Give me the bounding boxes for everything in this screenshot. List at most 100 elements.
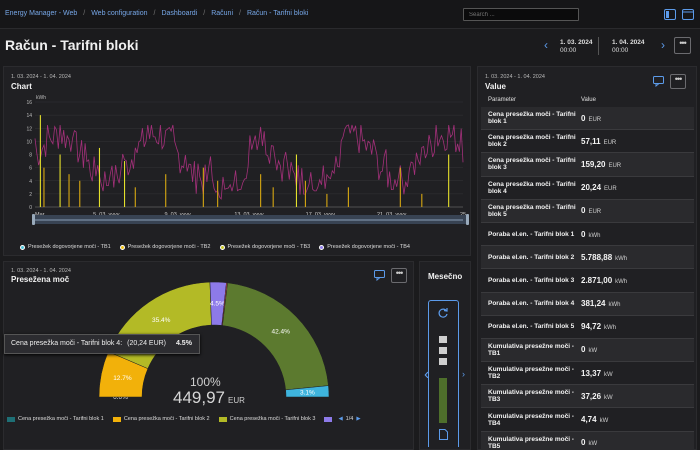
row-unit: EUR [588, 116, 602, 123]
legend-item[interactable]: Presežek dogovorjene moči - TB2 [119, 244, 211, 250]
row-unit: EUR [603, 139, 617, 146]
comment-icon[interactable] [374, 270, 386, 281]
next-period-button[interactable]: › [661, 38, 665, 52]
legend-label: Cena presežka moči - Tarifni blok 1 [18, 416, 104, 422]
y-tick-label: 2 [29, 192, 32, 198]
document-icon[interactable] [439, 429, 448, 440]
row-parameter: Kumulativa presežne moči - TB3 [488, 389, 574, 404]
donut-slice-label: 4.5% [210, 301, 225, 308]
row-parameter: Kumulativa presežne moči - TB5 [488, 435, 574, 450]
donut-slice-label: 12.7% [113, 375, 132, 382]
start-time: 00:00 [560, 47, 577, 54]
y-tick-label: 0 [29, 205, 32, 211]
date-end[interactable]: 1. 04. 2024 00:00 [612, 39, 645, 55]
legend-page: 1/4 [345, 416, 354, 422]
row-value-number: 57,11 [581, 136, 601, 146]
panel-layout-icon[interactable] [664, 9, 676, 20]
end-time: 00:00 [612, 47, 629, 54]
row-value: 94,72 kWh [581, 322, 616, 331]
legend-item[interactable]: Cena presežka moči - Tarifni blok 3 [218, 416, 315, 422]
legend-item[interactable]: Presežek dogovorjene moči - TB1 [20, 244, 111, 250]
y-tick-label: 4 [29, 179, 32, 185]
chevron-left-icon[interactable]: ‹ [424, 366, 430, 383]
row-value: 0 EUR [581, 114, 601, 123]
donut-legend: Cena presežka moči - Tarifni blok 1 Cena… [7, 416, 361, 422]
legend-item[interactable]: Cena presežka moči - Tarifni blok 2 [112, 416, 210, 422]
breadcrumb-item[interactable]: Računi [211, 10, 234, 17]
donut-slice[interactable] [285, 385, 330, 398]
segment-button[interactable] [439, 347, 447, 354]
legend-marker [119, 244, 125, 250]
donut-slice[interactable] [222, 282, 329, 391]
legend-next-icon[interactable]: ▶ [356, 416, 361, 422]
donut-panel: 1. 03. 2024 - 1. 04. 2024 Presežena moč … [3, 261, 414, 450]
date-start[interactable]: 1. 03. 2024 00:00 [560, 39, 593, 55]
row-value-number: 0 [581, 113, 586, 123]
table-row: Poraba el.en. - Tarifni blok 3 2.871,00 kW… [481, 269, 694, 293]
row-unit: kW [588, 348, 598, 355]
y-tick-label: 6 [29, 166, 32, 172]
monthly-title: Mesečno [428, 272, 463, 281]
table-row: Kumulativa presežne moči - TB1 0 kW [481, 338, 694, 363]
row-parameter: Cena presežka moči - Tarifni blok 5 [488, 203, 576, 218]
chart-legend: Presežek dogovorjene moči - TB1 Presežek… [20, 244, 419, 250]
breadcrumb-item[interactable]: Račun - Tarifni bloki [246, 10, 309, 17]
row-unit: kW [604, 394, 613, 401]
legend-item[interactable]: Cena presežka moči - Tarifni blok 1 [7, 416, 104, 422]
value-more-button[interactable]: ••• [670, 74, 686, 89]
legend-item[interactable]: Presežek dogovorjene moči - TB4 [319, 244, 410, 250]
y-tick-label: 14 [26, 113, 32, 119]
legend-prev-icon[interactable]: ◀ [338, 416, 343, 422]
line-chart[interactable]: 0246810121416kWhMar5. 03. yyyy9. 03. yyy… [4, 67, 472, 257]
breadcrumb-item[interactable]: Web configuration [91, 10, 148, 17]
row-value-number: 0 [581, 438, 586, 448]
row-parameter: Cena presežka moči - Tarifni blok 4 [488, 180, 576, 195]
row-unit: EUR [604, 186, 617, 193]
segment-button[interactable] [439, 358, 447, 365]
row-parameter: Poraba el.en. - Tarifni blok 5 [488, 323, 575, 331]
more-options-button[interactable]: ••• [674, 37, 691, 54]
chevron-right-icon[interactable]: › [462, 369, 465, 379]
row-value: 0 kWh [581, 230, 600, 239]
end-date: 1. 04. 2024 [612, 39, 645, 46]
row-parameter: Cena presežka moči - Tarifni blok 1 [488, 111, 576, 126]
comment-icon[interactable] [653, 76, 665, 87]
table-row: Kumulativa presežne moči - TB4 4,74 kW [481, 408, 694, 432]
y-tick-label: 12 [26, 126, 32, 132]
zoom-handle-left[interactable] [32, 214, 35, 225]
row-value-number: 37,26 [581, 391, 602, 401]
window-icon[interactable] [682, 9, 694, 20]
breadcrumb-item[interactable]: Energy Manager - Web [5, 10, 78, 17]
row-value-number: 159,20 [581, 159, 606, 169]
table-body: Cena presežka moči - Tarifni blok 1 0 EUR C… [481, 107, 694, 450]
zoom-handle-right[interactable] [466, 214, 469, 225]
donut-slice[interactable] [107, 281, 212, 369]
segment-button[interactable] [439, 336, 447, 343]
legend-item[interactable]: Presežek dogovorjene moči - TB3 [219, 244, 311, 250]
value-title: Value [485, 82, 506, 91]
row-unit: kWh [615, 278, 628, 285]
legend-marker [7, 416, 15, 422]
table-row: Kumulativa presežne moči - TB5 0 kW [481, 431, 694, 450]
value-date-range: 1. 03. 2024 - 1. 04. 2024 [485, 74, 545, 80]
legend-label: Presežek dogovorjene moči - TB3 [227, 244, 311, 250]
row-parameter: Kumulativa presežne moči - TB2 [488, 366, 574, 381]
chart-date-range: 1. 03. 2024 - 1. 04. 2024 [11, 74, 71, 80]
previous-period-button[interactable]: ‹ [544, 38, 548, 52]
donut-more-button[interactable]: ••• [391, 268, 407, 283]
chart-title: Chart [11, 82, 32, 91]
row-value: 57,11 EUR [581, 137, 616, 146]
row-unit: kWh [604, 325, 617, 332]
legend-label: Presežek dogovorjene moči - TB1 [28, 244, 111, 250]
legend-marker [218, 416, 227, 422]
table-row: Cena presežka moči - Tarifni blok 3 159,2… [481, 153, 694, 177]
table-row: Poraba el.en. - Tarifni blok 4 381,24 kWh [481, 292, 694, 316]
refresh-icon[interactable] [437, 307, 449, 319]
row-value: 0 EUR [581, 206, 601, 215]
legend-label: Cena presežka moči - Tarifni blok 2 [123, 416, 210, 422]
search-input[interactable] [463, 8, 579, 21]
breadcrumb: Energy Manager - Web / Web configuration… [5, 10, 308, 17]
breadcrumb-item[interactable]: Dashboardi [161, 10, 198, 17]
row-value: 0 kW [581, 345, 597, 354]
legend-marker [112, 416, 121, 422]
